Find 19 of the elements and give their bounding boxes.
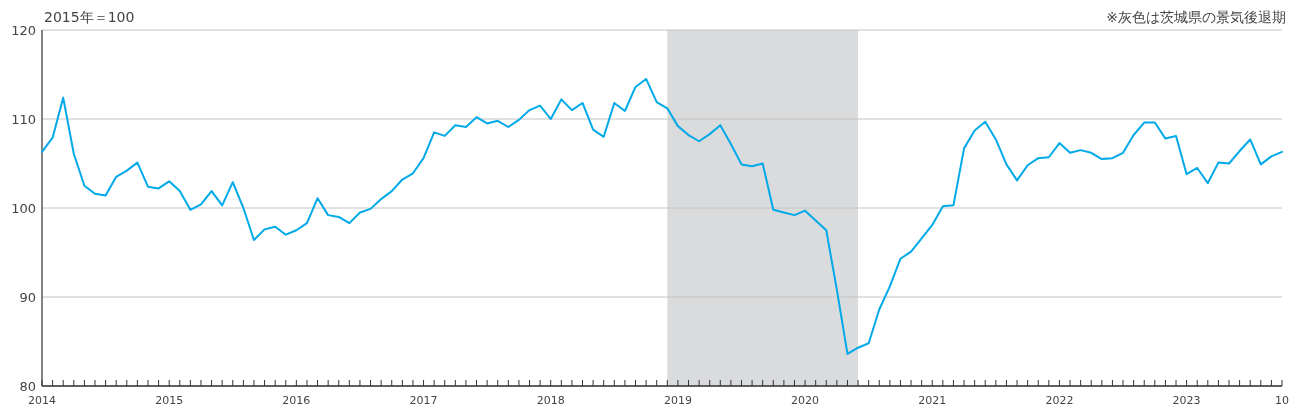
- y-tick-label: 120: [11, 23, 36, 38]
- x-tick-label: 2020: [791, 394, 820, 406]
- x-tick-label: 2018: [536, 394, 565, 406]
- x-tick-label: 2015: [155, 394, 184, 406]
- x-tick-label: 2017: [409, 394, 438, 406]
- x-tick-label: 2016: [282, 394, 311, 406]
- x-tick-label: 2021: [918, 394, 947, 406]
- y-tick-label: 100: [11, 201, 36, 216]
- y-tick-label: 80: [19, 379, 36, 394]
- y-axis-title: 2015年＝100: [44, 9, 135, 25]
- x-tick-label: 2023: [1172, 394, 1201, 406]
- x-tick-label: 2022: [1045, 394, 1074, 406]
- x-tick-label: 2014: [28, 394, 56, 406]
- text: ※灰色は茨城県の景気後退期: [1106, 9, 1286, 25]
- x-tick-label: 2019: [663, 394, 692, 406]
- y-tick-label: 110: [11, 112, 36, 127]
- y-tick-label: 90: [19, 290, 36, 305]
- line-series: [41, 77, 1283, 355]
- x-tick-label: 10: [1275, 394, 1289, 406]
